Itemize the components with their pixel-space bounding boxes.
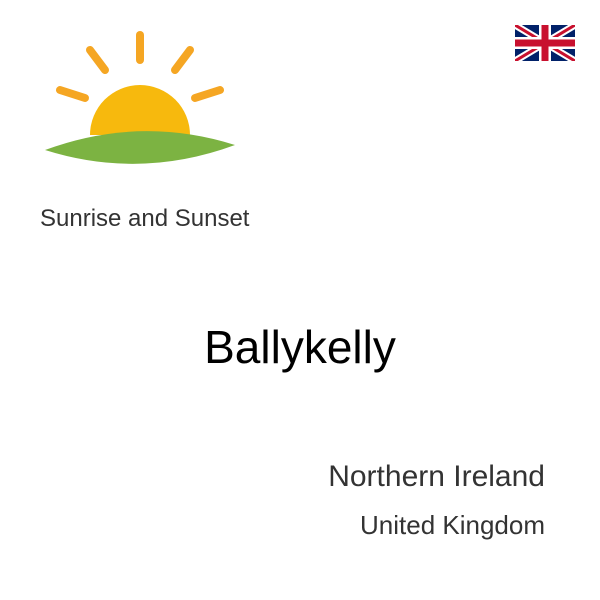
union-jack-icon: [515, 25, 575, 61]
region-name: Northern Ireland: [328, 460, 545, 494]
sunrise-logo: [30, 20, 250, 200]
tagline-text: Sunrise and Sunset: [40, 205, 249, 233]
country-name: United Kingdom: [360, 510, 545, 541]
city-name: Ballykelly: [0, 320, 600, 374]
sunrise-icon: [30, 20, 250, 200]
uk-flag-icon: [515, 25, 575, 61]
